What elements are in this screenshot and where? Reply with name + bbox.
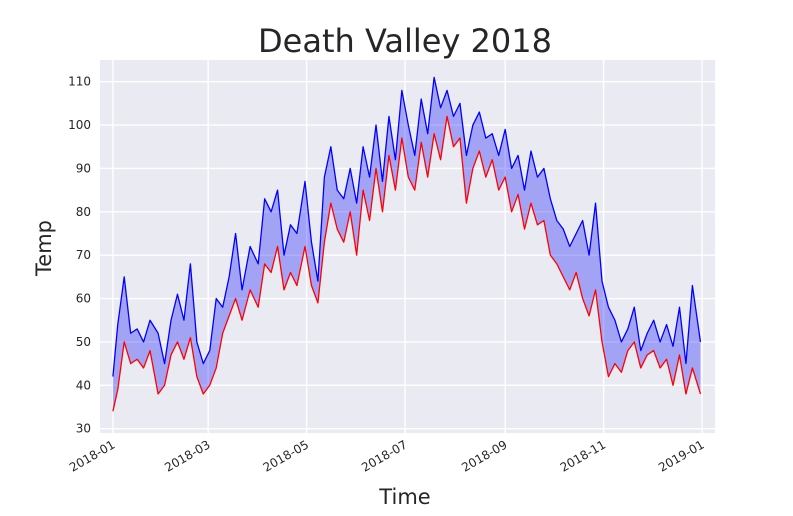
fill-between-band (112, 77, 701, 412)
series-lines (112, 76, 702, 412)
series-line-blue (112, 76, 702, 377)
y-tick-label: 110 (68, 75, 91, 89)
y-tick-label: 100 (68, 118, 91, 132)
x-axis-label: Time (378, 485, 430, 509)
y-tick-label: 90 (76, 161, 91, 175)
y-tick-label: 40 (76, 378, 91, 392)
y-tick-label: 80 (76, 205, 91, 219)
y-tick-label: 30 (76, 422, 91, 436)
y-tick-label: 60 (76, 292, 91, 306)
y-tick-label: 70 (76, 248, 91, 262)
y-axis-label: Temp (32, 220, 56, 277)
y-axis-ticks: 30 40 50 60 70 80 90 100 110 (68, 75, 91, 436)
plot-area (100, 60, 715, 433)
chart-title: Death Valley 2018 (258, 22, 552, 60)
fill-between-area (112, 77, 701, 412)
series-line-red (112, 115, 702, 412)
y-tick-label: 50 (76, 335, 91, 349)
